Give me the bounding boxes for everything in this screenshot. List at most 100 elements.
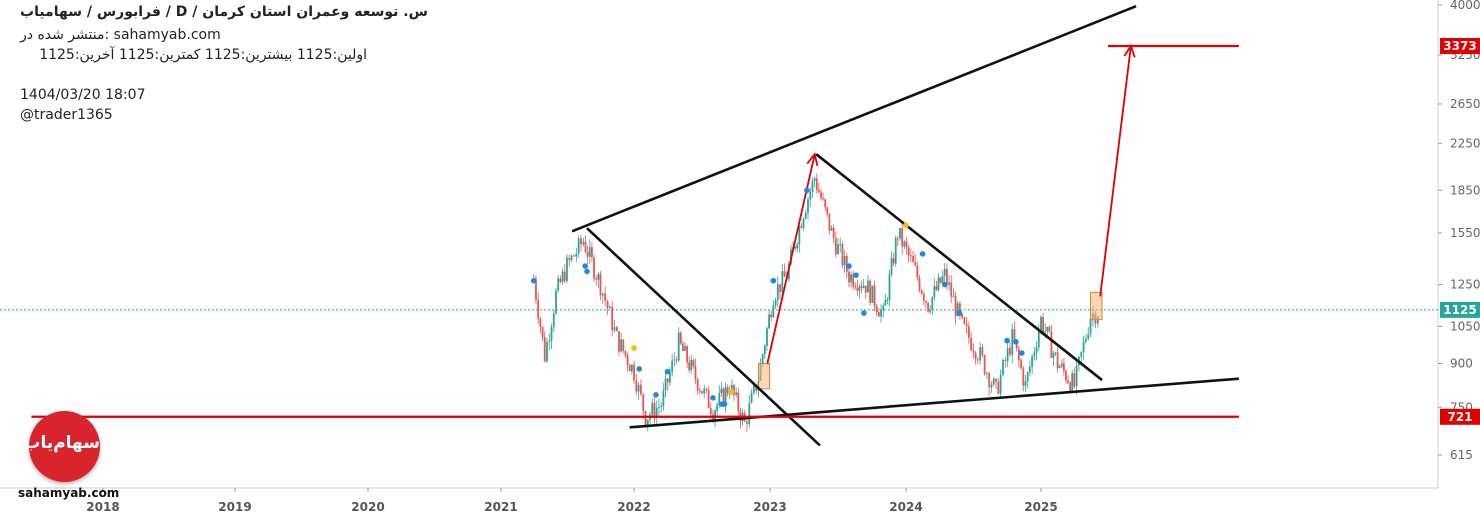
watermark: sahamyab.com xyxy=(18,486,120,500)
candle-body xyxy=(1058,366,1061,369)
candle-body xyxy=(624,350,627,356)
candle-body xyxy=(593,257,595,279)
signal-dot-blue xyxy=(636,366,643,372)
candle-body xyxy=(626,355,629,365)
candle-body xyxy=(677,332,680,361)
candle-body xyxy=(724,387,727,405)
x-tick-label: 2021 xyxy=(484,500,517,514)
projection-1-head xyxy=(806,152,819,167)
candle-body xyxy=(703,388,706,394)
candle-body xyxy=(653,402,656,419)
candle-body xyxy=(779,284,781,293)
candle-body xyxy=(824,199,827,208)
candle-body xyxy=(701,391,703,394)
candle-body xyxy=(601,293,604,296)
candle-body xyxy=(1062,363,1065,371)
candle-body xyxy=(961,313,963,318)
candle-body xyxy=(690,360,693,371)
candle-body xyxy=(958,303,961,314)
candle-body xyxy=(970,337,973,350)
y-tick-label: 2250 xyxy=(1450,136,1480,150)
candle-body xyxy=(804,212,807,219)
candle-body xyxy=(811,180,814,192)
box-2022 xyxy=(757,362,771,390)
candle-body xyxy=(559,278,562,283)
candle-body xyxy=(1056,352,1059,369)
candle-body xyxy=(1026,372,1029,382)
candle-body xyxy=(655,407,658,419)
candle-body xyxy=(1006,347,1009,361)
signal-dot-blue xyxy=(919,251,926,257)
candle-body xyxy=(1015,342,1018,349)
candle-body xyxy=(722,388,725,405)
candle-body xyxy=(937,277,940,290)
candle-body xyxy=(599,273,602,296)
candle-body xyxy=(675,359,678,361)
projection-2-head xyxy=(1123,43,1136,58)
candle-body xyxy=(573,255,575,257)
signal-dot-blue xyxy=(770,277,777,284)
signal-dot-blue xyxy=(1013,339,1019,345)
candle-body xyxy=(1080,351,1083,357)
candle-body xyxy=(696,379,699,391)
candle-body xyxy=(686,346,688,363)
y-tick-label: 1850 xyxy=(1450,183,1480,197)
candle-body xyxy=(642,394,645,412)
candle-body xyxy=(548,341,551,343)
candle-body xyxy=(828,213,831,231)
candle-body xyxy=(597,273,600,280)
candle-body xyxy=(1035,347,1038,353)
candle-body xyxy=(671,360,674,373)
candle-body xyxy=(1002,359,1004,375)
candle-body xyxy=(622,339,625,351)
box-2025 xyxy=(1090,291,1103,321)
candle-body xyxy=(1075,365,1078,387)
candle-body xyxy=(733,385,735,395)
candle-body xyxy=(837,244,839,255)
candle-body xyxy=(694,365,697,380)
candle-body xyxy=(1017,348,1020,361)
y-tick-label: 4000 xyxy=(1450,0,1480,12)
candle-body xyxy=(899,228,901,239)
candle-body xyxy=(682,343,684,351)
published-on: منتشر شده در: sahamyab.com xyxy=(20,27,221,43)
candle-body xyxy=(1050,331,1053,358)
candle-body xyxy=(841,244,844,266)
signal-dot-blue xyxy=(846,263,852,269)
candle-body xyxy=(822,198,824,200)
candle-body xyxy=(1073,373,1076,387)
candle-body xyxy=(1069,382,1072,391)
candle-body xyxy=(644,411,647,427)
candle-body xyxy=(830,228,833,231)
price-label: 1125 xyxy=(1443,303,1476,317)
candle-body xyxy=(570,255,573,261)
candle-body xyxy=(1060,363,1063,367)
candle-body xyxy=(854,286,857,288)
candle-body xyxy=(1065,370,1067,381)
candle-body xyxy=(845,255,848,272)
candle-body xyxy=(1082,341,1085,352)
candle-body xyxy=(852,274,855,287)
candle-body xyxy=(974,352,977,360)
candle-body xyxy=(1011,329,1014,355)
candle-body xyxy=(543,336,546,362)
candle-body xyxy=(630,364,633,372)
signal-dot-blue xyxy=(721,401,728,407)
candle-body xyxy=(809,191,812,200)
candle-body xyxy=(783,271,786,277)
candle-body xyxy=(726,387,729,394)
candle-body xyxy=(1067,380,1069,383)
candle-body xyxy=(939,277,942,283)
candle-body xyxy=(611,306,614,331)
candle-body xyxy=(768,314,770,329)
candle-body xyxy=(963,317,966,324)
candle-body xyxy=(956,303,959,317)
price-label: 3373 xyxy=(1443,39,1476,53)
candle-body xyxy=(580,238,582,245)
signal-dot-blue xyxy=(582,263,588,269)
signal-dot-blue xyxy=(941,281,948,288)
signal-dot-blue xyxy=(861,310,867,316)
candle-body xyxy=(896,238,899,240)
candle-body xyxy=(546,342,548,362)
